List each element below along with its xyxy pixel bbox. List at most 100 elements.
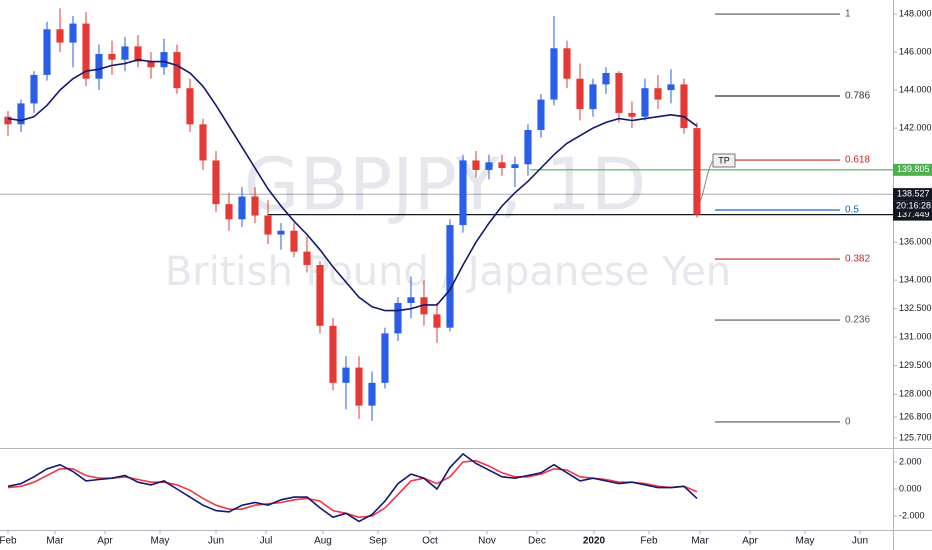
candle-body [641, 88, 649, 117]
candle-body [420, 297, 428, 315]
candle-body [238, 196, 246, 220]
x-tick-label: Jun [852, 536, 868, 547]
countdown-tag [893, 200, 932, 213]
candle-body [264, 215, 272, 235]
x-tick-label: May [151, 536, 170, 547]
y-tick-label: 128.000 [899, 389, 932, 399]
price-tag-label: 137.449 [897, 209, 930, 219]
fib-label: 0.618 [845, 155, 870, 166]
candle-body [628, 112, 636, 117]
x-tick-label: Mar [691, 536, 709, 547]
watermark-title: GBPJPY, 1D [244, 143, 647, 227]
candle-body [251, 196, 259, 216]
x-tick-label: Apr [742, 536, 758, 547]
candle-body [446, 225, 454, 328]
candle-body [277, 230, 285, 235]
x-tick-label: 2020 [583, 536, 606, 547]
price-tag-label: 139.805 [897, 164, 930, 174]
candle-body [654, 88, 662, 100]
candle-body [134, 46, 142, 62]
x-tick-label: Jul [260, 536, 273, 547]
oscillator-line [7, 452, 698, 523]
candle-body [329, 325, 337, 383]
candle-body [537, 99, 545, 131]
candle-body [303, 251, 311, 265]
moving-average [7, 58, 698, 312]
y-tick-label: 144.000 [899, 84, 932, 94]
candle-body [4, 116, 12, 125]
x-tick-label: May [796, 536, 815, 547]
candle-body [550, 48, 558, 100]
osc-y-tick-label: -2.000 [899, 510, 925, 520]
x-tick-label: Sep [369, 536, 387, 547]
candle-body [173, 52, 181, 89]
tp-box [712, 153, 736, 168]
candle-body [498, 162, 506, 169]
candle-body [160, 52, 168, 68]
price-tag-label: 138.527 [897, 188, 930, 198]
candle-body [381, 333, 389, 383]
tp-label: TP [718, 155, 730, 165]
fib-label: 0.382 [845, 254, 870, 265]
osc-y-tick-label: 0.000 [899, 483, 922, 493]
y-tick-label: 126.800 [899, 411, 932, 421]
x-tick-label: Feb [0, 536, 17, 547]
candle-body [316, 264, 324, 326]
x-tick-label: Jun [208, 536, 224, 547]
y-tick-label: 136.000 [899, 237, 932, 247]
candle-body [30, 74, 38, 104]
candle-body [43, 29, 51, 75]
y-tick-label: 131.000 [899, 332, 932, 342]
oscillator-line [7, 459, 698, 519]
x-tick-label: Dec [528, 536, 546, 547]
y-tick-label: 132.500 [899, 303, 932, 313]
candle-body [342, 367, 350, 383]
candle-body [368, 382, 376, 406]
y-tick-label: 142.000 [899, 122, 932, 132]
y-tick-label: 146.000 [899, 46, 932, 56]
candle-body [95, 53, 103, 79]
x-tick-label: Aug [314, 536, 332, 547]
candle-body [589, 84, 597, 110]
candle-body [212, 160, 220, 205]
x-tick-label: Mar [46, 536, 64, 547]
candle-body [82, 23, 90, 79]
osc-y-tick-label: 2.000 [899, 456, 922, 466]
fib-label: 0 [845, 417, 851, 428]
y-tick-label: 125.700 [899, 432, 932, 442]
candle-body [394, 302, 402, 334]
candle-body [290, 230, 298, 252]
candle-body [407, 297, 415, 303]
x-tick-label: Apr [97, 536, 113, 547]
candle-body [667, 84, 675, 91]
candle-body [17, 103, 25, 125]
x-tick-label: Nov [478, 536, 496, 547]
candle-body [459, 160, 467, 226]
y-tick-label: 148.000 [899, 8, 932, 18]
candle-body [485, 162, 493, 170]
candle-body [511, 164, 519, 169]
candle-body [693, 128, 701, 215]
fib-label: 1 [845, 9, 851, 20]
x-tick-label: Feb [640, 536, 658, 547]
candle-body [186, 88, 194, 125]
candle-body [147, 61, 155, 68]
fib-label: 0.236 [845, 315, 870, 326]
candle-body [433, 314, 441, 328]
candle-body [225, 204, 233, 220]
candle-body [56, 29, 64, 43]
candle-body [602, 72, 610, 85]
candle-body [524, 130, 532, 165]
candle-body [69, 23, 77, 43]
y-tick-label: 129.500 [899, 360, 932, 370]
price-tag [893, 163, 932, 176]
fib-label: 0.5 [845, 205, 859, 216]
candle-body [472, 160, 480, 170]
candle-body [121, 46, 129, 60]
candle-body [680, 84, 688, 129]
candle-body [199, 124, 207, 161]
candle-body [355, 367, 363, 406]
candle-body [108, 53, 116, 60]
